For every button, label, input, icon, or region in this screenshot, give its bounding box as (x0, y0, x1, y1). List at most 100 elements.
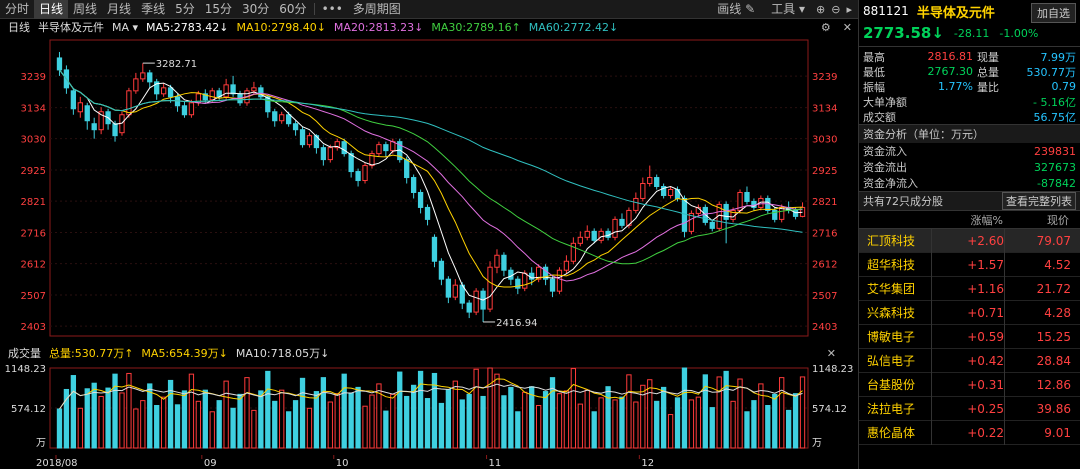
volume-bar (181, 390, 188, 449)
candle (410, 177, 417, 193)
column-divider (931, 276, 932, 301)
candle (98, 111, 104, 131)
component-name: 法拉电子 (867, 402, 916, 416)
candle (320, 147, 327, 161)
close-icon[interactable]: ✕ (842, 20, 852, 34)
volume-bar (251, 409, 257, 449)
volume-bar (466, 393, 472, 449)
period-tab[interactable]: 分时 (5, 1, 30, 16)
fund-value: 239831 (1034, 144, 1076, 158)
volume-bar (598, 397, 604, 449)
candle (445, 278, 452, 298)
component-row[interactable]: 超华科技 +1.57 4.52 (859, 252, 1080, 277)
volume-tick-left: 574.12 (11, 404, 46, 415)
volume-tick-right: 574.12 (812, 404, 847, 415)
quote-row: 振幅 1.77% 量比 0.79 (859, 79, 1080, 94)
volume-bar (327, 401, 333, 449)
more-periods-button[interactable]: ••• (321, 1, 343, 16)
volume-bar (459, 399, 465, 449)
component-row[interactable]: 汇顶科技 +2.60 79.07 (859, 228, 1080, 253)
quote-value: 530.77万 (1026, 65, 1077, 79)
column-divider (1004, 324, 1005, 349)
period-tab[interactable]: 5分 (175, 1, 195, 16)
volume-bar (424, 398, 431, 449)
zoom-out-icon[interactable]: ⊖ (831, 3, 841, 16)
component-row[interactable]: 艾华集团 +1.16 21.72 (859, 276, 1080, 301)
candle (376, 144, 382, 155)
settings-icon[interactable]: ⚙ (820, 20, 831, 34)
component-name: 汇顶科技 (867, 234, 916, 248)
candle (258, 87, 264, 98)
index-title: 半导体及元件 (916, 5, 995, 21)
candle (334, 141, 340, 149)
column-divider (931, 420, 932, 445)
draw-line-label: 画线 (717, 2, 742, 16)
volume-bar (647, 379, 653, 449)
candle (112, 123, 118, 137)
period-tab[interactable]: 月线 (107, 1, 132, 16)
y-tick-label-left: 2507 (21, 291, 46, 302)
volume-title: 成交量 (8, 347, 41, 360)
volume-bar (529, 386, 535, 449)
period-tab[interactable]: 日线 (34, 0, 69, 19)
components-bar: 共有72只成分股 查看完整列表 (859, 191, 1080, 211)
column-divider (1004, 276, 1005, 301)
period-tab[interactable]: 季线 (141, 1, 166, 16)
column-divider (931, 348, 932, 373)
column-divider (931, 300, 932, 325)
candle (723, 203, 729, 220)
component-name: 超华科技 (867, 258, 916, 272)
y-tick-label-left: 2716 (21, 229, 46, 240)
volume-bar (563, 390, 570, 449)
candle (633, 197, 639, 211)
component-pct: +0.71 (967, 305, 1004, 320)
volume-bar (702, 374, 708, 449)
volume-bar (723, 370, 729, 449)
candle (501, 254, 507, 271)
volume-bar (438, 402, 445, 449)
col-price-header[interactable]: 现价 (1047, 213, 1069, 227)
fund-label: 资金流入 (863, 145, 907, 158)
period-tab[interactable]: 15分 (204, 1, 232, 16)
view-full-list-button[interactable]: 查看完整列表 (1002, 192, 1076, 210)
add-favorite-button[interactable]: 加自选 (1031, 3, 1076, 23)
candlestick-chart[interactable]: 3239 3239 3134 3134 3030 3030 2925 2925 2821 2821… (0, 36, 858, 340)
period-tab[interactable]: 30分 (242, 1, 270, 16)
component-row[interactable]: 台基股份 +0.31 12.86 (859, 372, 1080, 397)
component-row[interactable]: 兴森科技 +0.71 4.28 (859, 300, 1080, 325)
volume-chart[interactable]: 1148.23 1148.23 574.12 574.12 万 万 (0, 362, 858, 454)
volume-bar (640, 384, 646, 449)
candle (417, 191, 424, 208)
tools-button[interactable]: 工具 ▾ (771, 2, 806, 16)
turnover-row: 成交额 56.75亿 (859, 109, 1080, 124)
period-tab[interactable]: 60分 (279, 1, 307, 16)
y-tick-label-left: 2403 (21, 322, 46, 333)
fund-label: 资金净流入 (863, 177, 918, 190)
zoom-in-icon[interactable]: ⊕ (816, 3, 826, 16)
candle (591, 230, 597, 241)
volume-tick-right: 1148.23 (812, 364, 853, 375)
component-row[interactable]: 惠伦晶体 +0.22 9.01 (859, 420, 1080, 445)
indicator-type-select[interactable]: MA ▾ (112, 20, 139, 34)
candle (508, 269, 514, 280)
volume-close-icon[interactable]: ✕ (826, 346, 836, 360)
component-row[interactable]: 博敏电子 +0.59 15.25 (859, 324, 1080, 349)
plot-frame (49, 39, 809, 337)
col-pct-header[interactable]: 涨幅% (970, 213, 1003, 227)
expand-icon[interactable]: ▸ (846, 3, 852, 16)
candle (299, 129, 306, 146)
y-tick-label-right: 2612 (812, 260, 837, 271)
component-row[interactable]: 弘信电子 +0.42 28.84 (859, 348, 1080, 373)
volume-bar (390, 393, 396, 449)
component-price: 15.25 (1036, 329, 1071, 344)
quote-label: 振幅 (863, 80, 885, 94)
component-row[interactable]: 法拉电子 +0.25 39.86 (859, 396, 1080, 421)
period-tab[interactable]: 周线 (73, 1, 98, 16)
draw-line-button[interactable]: 画线 ✎ (712, 0, 760, 19)
quote-label: 现量 (977, 50, 999, 64)
volume-bar (522, 391, 528, 449)
candle (640, 183, 646, 199)
volume-bar (619, 396, 625, 449)
multi-period-button[interactable]: 多周期图 (352, 1, 401, 16)
volume-bar (681, 367, 688, 449)
